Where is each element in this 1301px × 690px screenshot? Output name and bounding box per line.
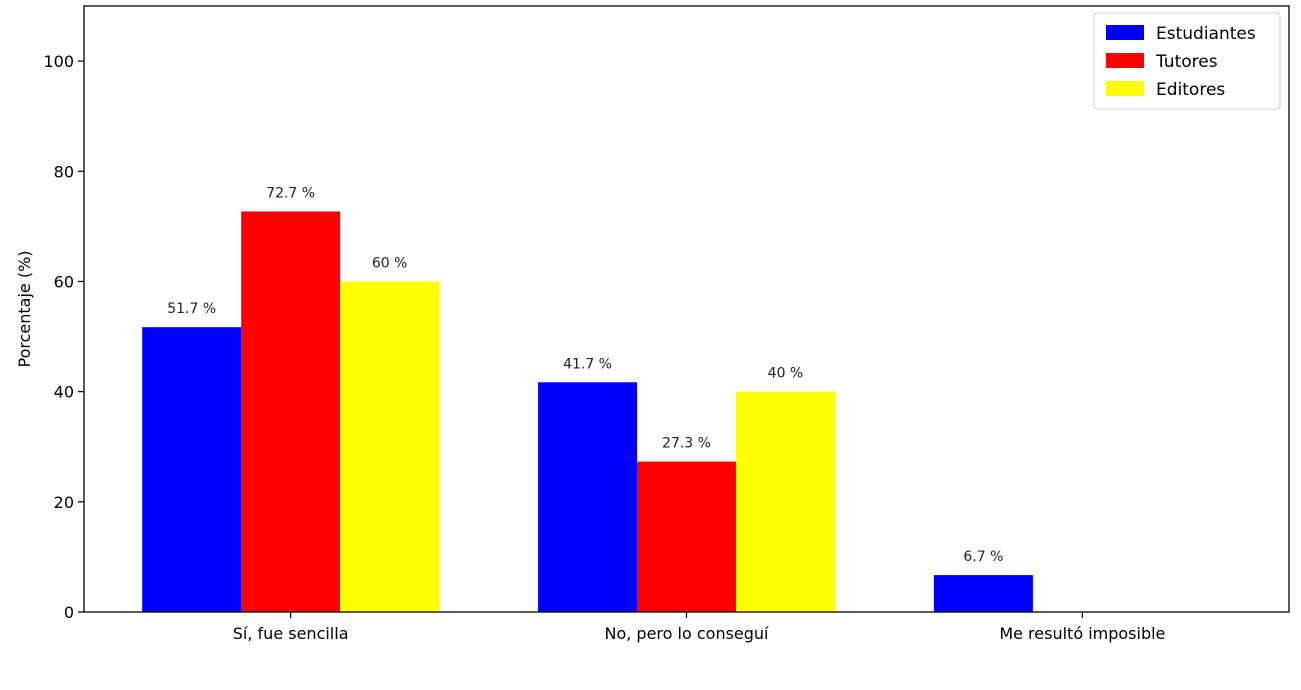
y-tick-label: 20 — [54, 493, 74, 512]
y-tick-label: 100 — [43, 52, 74, 71]
bar — [241, 211, 341, 613]
data-label: 51.7 % — [167, 301, 216, 317]
y-axis-label: Porcentaje (%) — [15, 250, 34, 367]
bar — [933, 575, 1033, 612]
y-tick-label: 60 — [54, 272, 74, 291]
legend-label: Tutores — [1155, 52, 1218, 72]
legend-label: Estudiantes — [1156, 24, 1256, 44]
y-tick-label: 40 — [54, 383, 74, 402]
y-axis: 0 20 40 60 80 100 — [43, 52, 84, 622]
bar — [142, 327, 242, 612]
data-label: 27.3 % — [662, 436, 711, 452]
x-tick-label: No, pero lo conseguí — [605, 624, 770, 643]
legend-swatch — [1106, 25, 1144, 40]
legend-swatch — [1106, 53, 1144, 68]
x-tick-label: Me resultó imposible — [999, 624, 1165, 643]
bar — [637, 461, 736, 612]
data-label: 60 % — [372, 255, 408, 271]
bar — [538, 382, 638, 612]
legend: Estudiantes Tutores Editores — [1093, 12, 1281, 110]
x-axis: Sí, fue sencilla No, pero lo conseguí Me r… — [233, 612, 1165, 643]
data-label: 72.7 % — [266, 185, 315, 201]
data-label: 41.7 % — [563, 356, 612, 372]
legend-label: Editores — [1156, 80, 1225, 100]
x-tick-label: Sí, fue sencilla — [233, 624, 349, 643]
data-label: 40 % — [768, 366, 804, 382]
data-labels-layer: 51.7 % 41.7 % 6.7 % 72.7 % 27.3 % 60 % 40 % — [167, 185, 1003, 565]
data-label: 6.7 % — [963, 549, 1003, 565]
bars-layer — [142, 211, 1033, 613]
bar — [735, 391, 835, 612]
y-tick-label: 80 — [54, 162, 74, 181]
bar — [340, 281, 440, 612]
legend-swatch — [1106, 81, 1144, 96]
y-tick-label: 0 — [64, 603, 74, 622]
